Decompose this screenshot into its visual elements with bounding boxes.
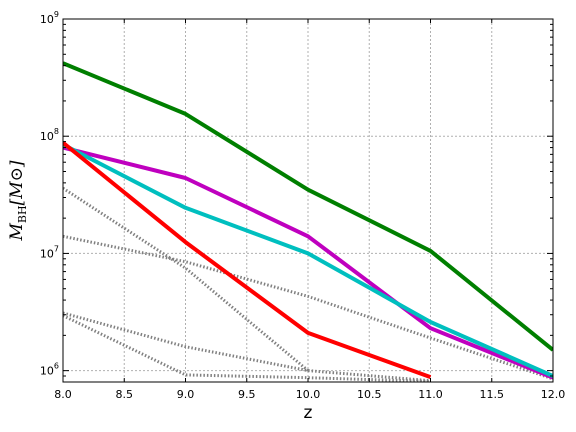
x-tick-label: 10.0	[296, 388, 321, 401]
x-tick-label: 9.5	[238, 388, 256, 401]
y-axis-label-unit: [M⊙]	[7, 160, 27, 205]
x-tick-label: 10.5	[357, 388, 382, 401]
solid-series-line	[63, 142, 553, 378]
x-tick-label: 11.5	[480, 388, 505, 401]
y-tick-label: 109	[40, 10, 59, 26]
y-axis-label-subscript: BH	[16, 205, 29, 223]
x-tick-label: 8.5	[116, 388, 134, 401]
dotted-series-line	[63, 186, 309, 372]
solid-series-line	[63, 145, 553, 380]
x-tick-label: 9.0	[177, 388, 195, 401]
y-tick-label: 108	[40, 127, 59, 143]
axis-ticks	[62, 18, 554, 383]
dotted-series-line	[63, 311, 431, 382]
y-axis-label: MBH[M⊙]	[7, 160, 29, 241]
y-tick-label: 106	[40, 362, 59, 378]
dotted-series-line	[63, 234, 553, 381]
solid-series-line	[63, 141, 432, 379]
series-lines	[63, 61, 553, 382]
x-tick-label: 11.0	[418, 388, 443, 401]
x-tick-label: 8.0	[54, 388, 72, 401]
y-tick-labels: 106 107 108 109	[40, 10, 59, 378]
solid-series-line	[63, 61, 553, 352]
y-tick-label: 107	[40, 244, 59, 260]
x-tick-labels: 8.0 8.5 9.0 9.5 10.0 10.5 11.0 11.5 12.0	[54, 388, 565, 401]
y-axis-label-main: M	[7, 223, 27, 242]
x-tick-label: 12.0	[541, 388, 566, 401]
x-axis-label: z	[304, 403, 313, 423]
